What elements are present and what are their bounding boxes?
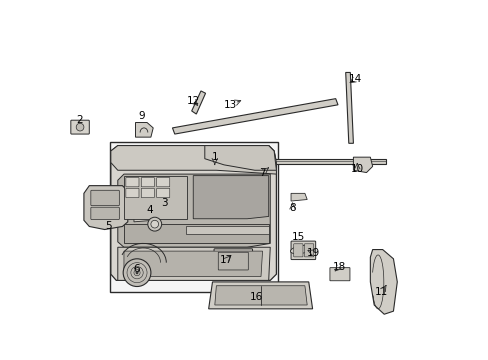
FancyBboxPatch shape xyxy=(91,190,119,206)
Text: 8: 8 xyxy=(289,203,295,213)
Polygon shape xyxy=(290,193,306,201)
Text: 19: 19 xyxy=(306,248,319,258)
Polygon shape xyxy=(84,186,127,230)
Polygon shape xyxy=(191,91,205,114)
Polygon shape xyxy=(227,159,385,164)
Text: 3: 3 xyxy=(161,198,168,208)
Polygon shape xyxy=(214,286,306,305)
Polygon shape xyxy=(345,72,353,143)
Text: 14: 14 xyxy=(347,75,361,84)
FancyBboxPatch shape xyxy=(290,241,315,260)
Text: 18: 18 xyxy=(332,261,346,271)
FancyBboxPatch shape xyxy=(91,207,119,220)
Text: 7: 7 xyxy=(259,167,265,177)
FancyBboxPatch shape xyxy=(141,177,154,187)
FancyBboxPatch shape xyxy=(304,244,313,257)
Text: 10: 10 xyxy=(350,164,363,174)
Polygon shape xyxy=(369,249,396,314)
Text: 4: 4 xyxy=(146,205,152,215)
Circle shape xyxy=(123,259,151,287)
Polygon shape xyxy=(353,157,372,172)
Polygon shape xyxy=(185,226,268,234)
Polygon shape xyxy=(118,174,270,247)
FancyBboxPatch shape xyxy=(125,188,139,198)
Polygon shape xyxy=(123,176,187,219)
FancyBboxPatch shape xyxy=(293,244,303,257)
Circle shape xyxy=(76,123,84,131)
Polygon shape xyxy=(208,282,312,309)
Text: 6: 6 xyxy=(133,264,140,274)
Text: 15: 15 xyxy=(291,232,305,242)
Text: 1: 1 xyxy=(211,152,218,162)
Polygon shape xyxy=(118,247,270,280)
FancyBboxPatch shape xyxy=(71,120,89,134)
Polygon shape xyxy=(172,99,337,134)
FancyBboxPatch shape xyxy=(125,177,139,187)
Polygon shape xyxy=(204,145,276,170)
Polygon shape xyxy=(123,224,268,243)
Text: 13: 13 xyxy=(223,100,236,110)
Circle shape xyxy=(147,217,162,231)
Polygon shape xyxy=(134,213,153,222)
Polygon shape xyxy=(135,122,153,137)
Text: 12: 12 xyxy=(186,96,200,106)
FancyBboxPatch shape xyxy=(329,267,349,281)
Text: 16: 16 xyxy=(249,292,263,302)
Circle shape xyxy=(151,220,158,228)
Polygon shape xyxy=(123,251,262,276)
Text: 11: 11 xyxy=(374,287,388,297)
Polygon shape xyxy=(111,145,276,174)
Polygon shape xyxy=(193,176,268,219)
FancyBboxPatch shape xyxy=(218,252,248,270)
Ellipse shape xyxy=(290,245,311,254)
Text: 17: 17 xyxy=(219,255,232,265)
FancyBboxPatch shape xyxy=(214,249,252,274)
Text: 2: 2 xyxy=(76,115,82,125)
Text: 5: 5 xyxy=(105,221,112,231)
FancyBboxPatch shape xyxy=(141,188,154,198)
FancyBboxPatch shape xyxy=(156,188,169,198)
Polygon shape xyxy=(111,145,276,280)
Text: 9: 9 xyxy=(138,111,144,121)
FancyBboxPatch shape xyxy=(110,142,277,292)
FancyBboxPatch shape xyxy=(156,177,169,187)
